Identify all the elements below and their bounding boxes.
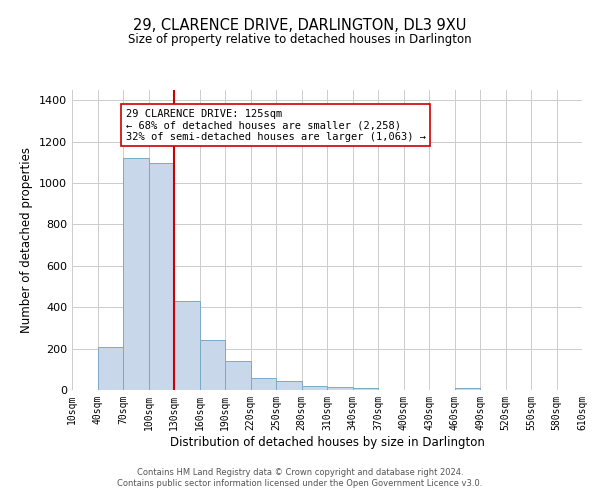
Bar	[97, 346, 123, 390]
Text: 29, CLARENCE DRIVE, DARLINGTON, DL3 9XU: 29, CLARENCE DRIVE, DARLINGTON, DL3 9XU	[133, 18, 467, 32]
Text: 29 CLARENCE DRIVE: 125sqm
← 68% of detached houses are smaller (2,258)
32% of se: 29 CLARENCE DRIVE: 125sqm ← 68% of detac…	[125, 108, 425, 142]
X-axis label: Distribution of detached houses by size in Darlington: Distribution of detached houses by size …	[170, 436, 484, 448]
Bar	[302, 386, 327, 390]
Bar	[276, 380, 302, 390]
Y-axis label: Number of detached properties: Number of detached properties	[20, 147, 34, 333]
Bar	[149, 164, 174, 390]
Bar	[123, 158, 149, 390]
Text: Contains HM Land Registry data © Crown copyright and database right 2024.
Contai: Contains HM Land Registry data © Crown c…	[118, 468, 482, 487]
Bar	[225, 361, 251, 390]
Bar	[455, 388, 480, 390]
Bar	[174, 301, 199, 390]
Bar	[327, 387, 353, 390]
Bar	[251, 378, 276, 390]
Text: Size of property relative to detached houses in Darlington: Size of property relative to detached ho…	[128, 32, 472, 46]
Bar	[353, 388, 378, 390]
Bar	[199, 340, 225, 390]
